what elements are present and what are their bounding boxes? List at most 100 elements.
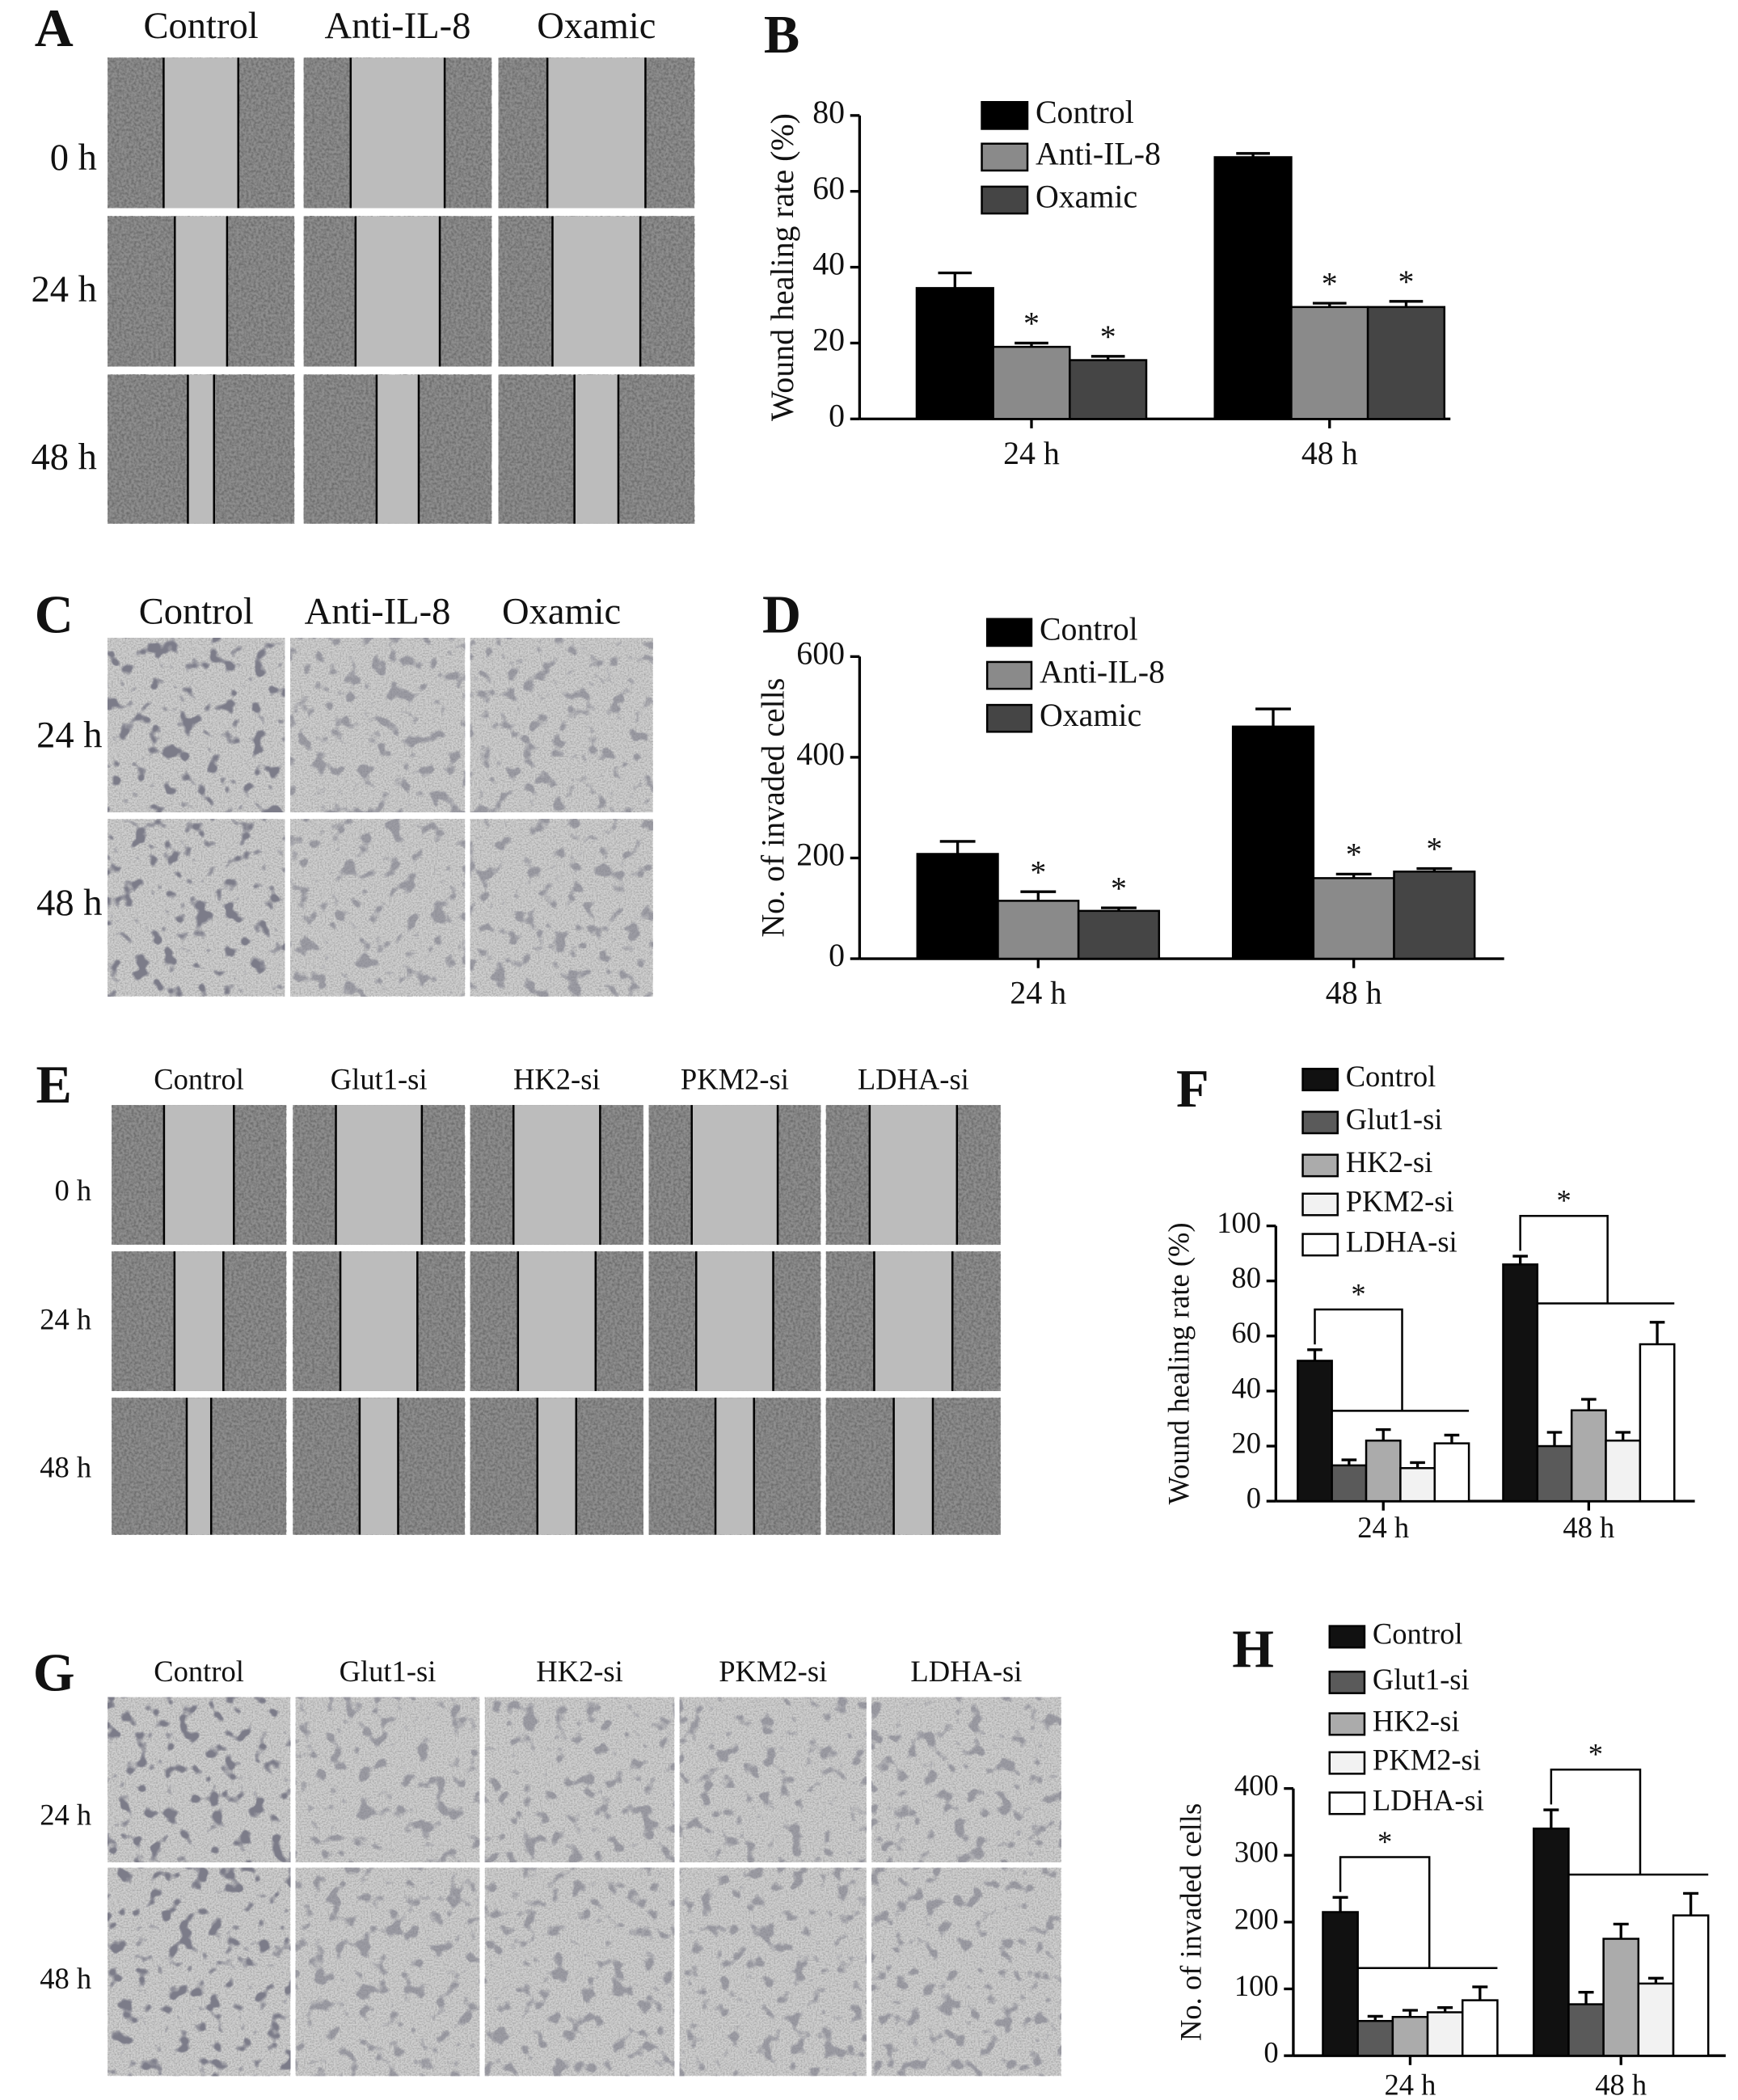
y-axis-title: No. of invaded cells (1174, 1803, 1207, 2041)
significance-mark: * (1111, 870, 1127, 906)
x-tick-label: 48 h (1301, 435, 1358, 471)
wound-gap (574, 374, 618, 524)
y-tick-label: 100 (1217, 1206, 1261, 1239)
bar (1297, 1360, 1333, 1503)
legend-swatch (1301, 1111, 1339, 1135)
y-tick-label: 40 (1232, 1371, 1262, 1404)
micrograph-cells (470, 819, 653, 997)
significance-mark: * (1588, 1738, 1603, 1771)
bar (992, 345, 1071, 420)
y-axis-title: No. of invaded cells (755, 678, 791, 938)
y-axis-title: Wound healing rate (%) (1162, 1222, 1195, 1504)
bar (1231, 725, 1315, 960)
row-label: 0 h (50, 137, 97, 179)
row-label: 0 h (55, 1174, 92, 1207)
legend-swatch (981, 100, 1029, 130)
column-label: Control (154, 1062, 244, 1095)
legend-label: PKM2-si (1346, 1184, 1454, 1217)
y-tick-label: 60 (1232, 1316, 1262, 1349)
legend-label: Glut1-si (1346, 1103, 1443, 1136)
bar (1290, 306, 1369, 420)
legend-swatch (1328, 1625, 1366, 1649)
significance-mark: * (1351, 1277, 1365, 1310)
column-label: Control (144, 6, 259, 47)
bar (1312, 877, 1395, 960)
wound-gap (188, 374, 214, 524)
legend-label: Anti-IL-8 (1040, 654, 1165, 690)
column-label: Oxamic (502, 591, 621, 632)
bar (1605, 1439, 1642, 1503)
micrograph-cells (108, 638, 285, 812)
bar (1570, 1409, 1607, 1503)
wound-gap (537, 1398, 576, 1535)
legend-swatch (985, 618, 1033, 647)
column-label: Glut1-si (340, 1655, 437, 1688)
significance-mark: * (1023, 306, 1040, 342)
legend-swatch (1328, 1751, 1366, 1775)
column-label: LDHA-si (910, 1655, 1022, 1688)
column-label: LDHA-si (858, 1062, 969, 1095)
micrograph-cells (295, 1697, 480, 1862)
wound-gap (355, 216, 441, 367)
wound-gap (340, 1251, 418, 1391)
y-tick-label: 0 (829, 397, 845, 433)
legend-label: Oxamic (1040, 697, 1141, 733)
wound-gap (174, 1251, 224, 1391)
legend-label: Control (1346, 1060, 1436, 1093)
y-tick-label: 600 (796, 635, 845, 671)
wound-gap (175, 216, 227, 367)
significance-mark: * (1100, 318, 1116, 355)
significance-mark: * (1557, 1184, 1571, 1217)
column-label: PKM2-si (681, 1062, 789, 1095)
column-label: Oxamic (537, 6, 656, 47)
micrograph-cells (679, 1697, 867, 1862)
y-tick-label: 80 (1232, 1261, 1262, 1294)
legend-label: HK2-si (1346, 1145, 1433, 1179)
legend-label: Control (1040, 611, 1138, 647)
legend-swatch (1328, 1670, 1366, 1694)
x-tick-label: 48 h (1326, 975, 1382, 1011)
panel-letter: D (762, 586, 801, 645)
micrograph-cells (108, 1697, 291, 1862)
bar (1077, 909, 1161, 960)
column-label: PKM2-si (719, 1655, 827, 1688)
x-tick-label: 24 h (1003, 435, 1060, 471)
wound-gap (350, 57, 445, 209)
panel-letter: B (764, 6, 799, 65)
micrograph-cells (871, 1697, 1061, 1862)
significance-bracket (1550, 1768, 1642, 1875)
legend-swatch (1301, 1068, 1339, 1092)
bar (1672, 1914, 1710, 2057)
bar (1637, 1982, 1675, 2057)
y-tick-label: 80 (812, 94, 845, 130)
y-tick-label: 200 (796, 837, 845, 873)
bar (1502, 1263, 1539, 1503)
significance-mark: * (1398, 264, 1414, 300)
wound-gap (552, 216, 641, 367)
legend-label: Glut1-si (1373, 1663, 1470, 1696)
column-label: Control (139, 591, 254, 632)
x-tick-label: 48 h (1595, 2068, 1647, 2100)
y-tick-label: 0 (1263, 2036, 1278, 2069)
bar (916, 853, 999, 960)
wound-gap (893, 1398, 934, 1535)
legend-swatch (1328, 1791, 1366, 1815)
significance-bracket (1339, 1856, 1431, 1968)
bar (1567, 2003, 1605, 2057)
bar (1533, 1827, 1570, 2057)
row-label: 48 h (36, 883, 102, 924)
wound-gap (186, 1398, 212, 1535)
panel-letter: C (35, 586, 74, 645)
micrograph-cells (295, 1867, 480, 2077)
bar (1602, 1938, 1640, 2057)
row-label: 48 h (31, 436, 96, 478)
bar (1213, 156, 1293, 420)
bar (1426, 2011, 1464, 2057)
wound-gap (163, 57, 238, 209)
x-tick-label: 48 h (1563, 1511, 1614, 1544)
y-tick-label: 40 (812, 246, 845, 282)
wound-gap (547, 57, 646, 209)
row-label: 24 h (40, 1303, 91, 1336)
y-tick-label: 60 (812, 170, 845, 206)
